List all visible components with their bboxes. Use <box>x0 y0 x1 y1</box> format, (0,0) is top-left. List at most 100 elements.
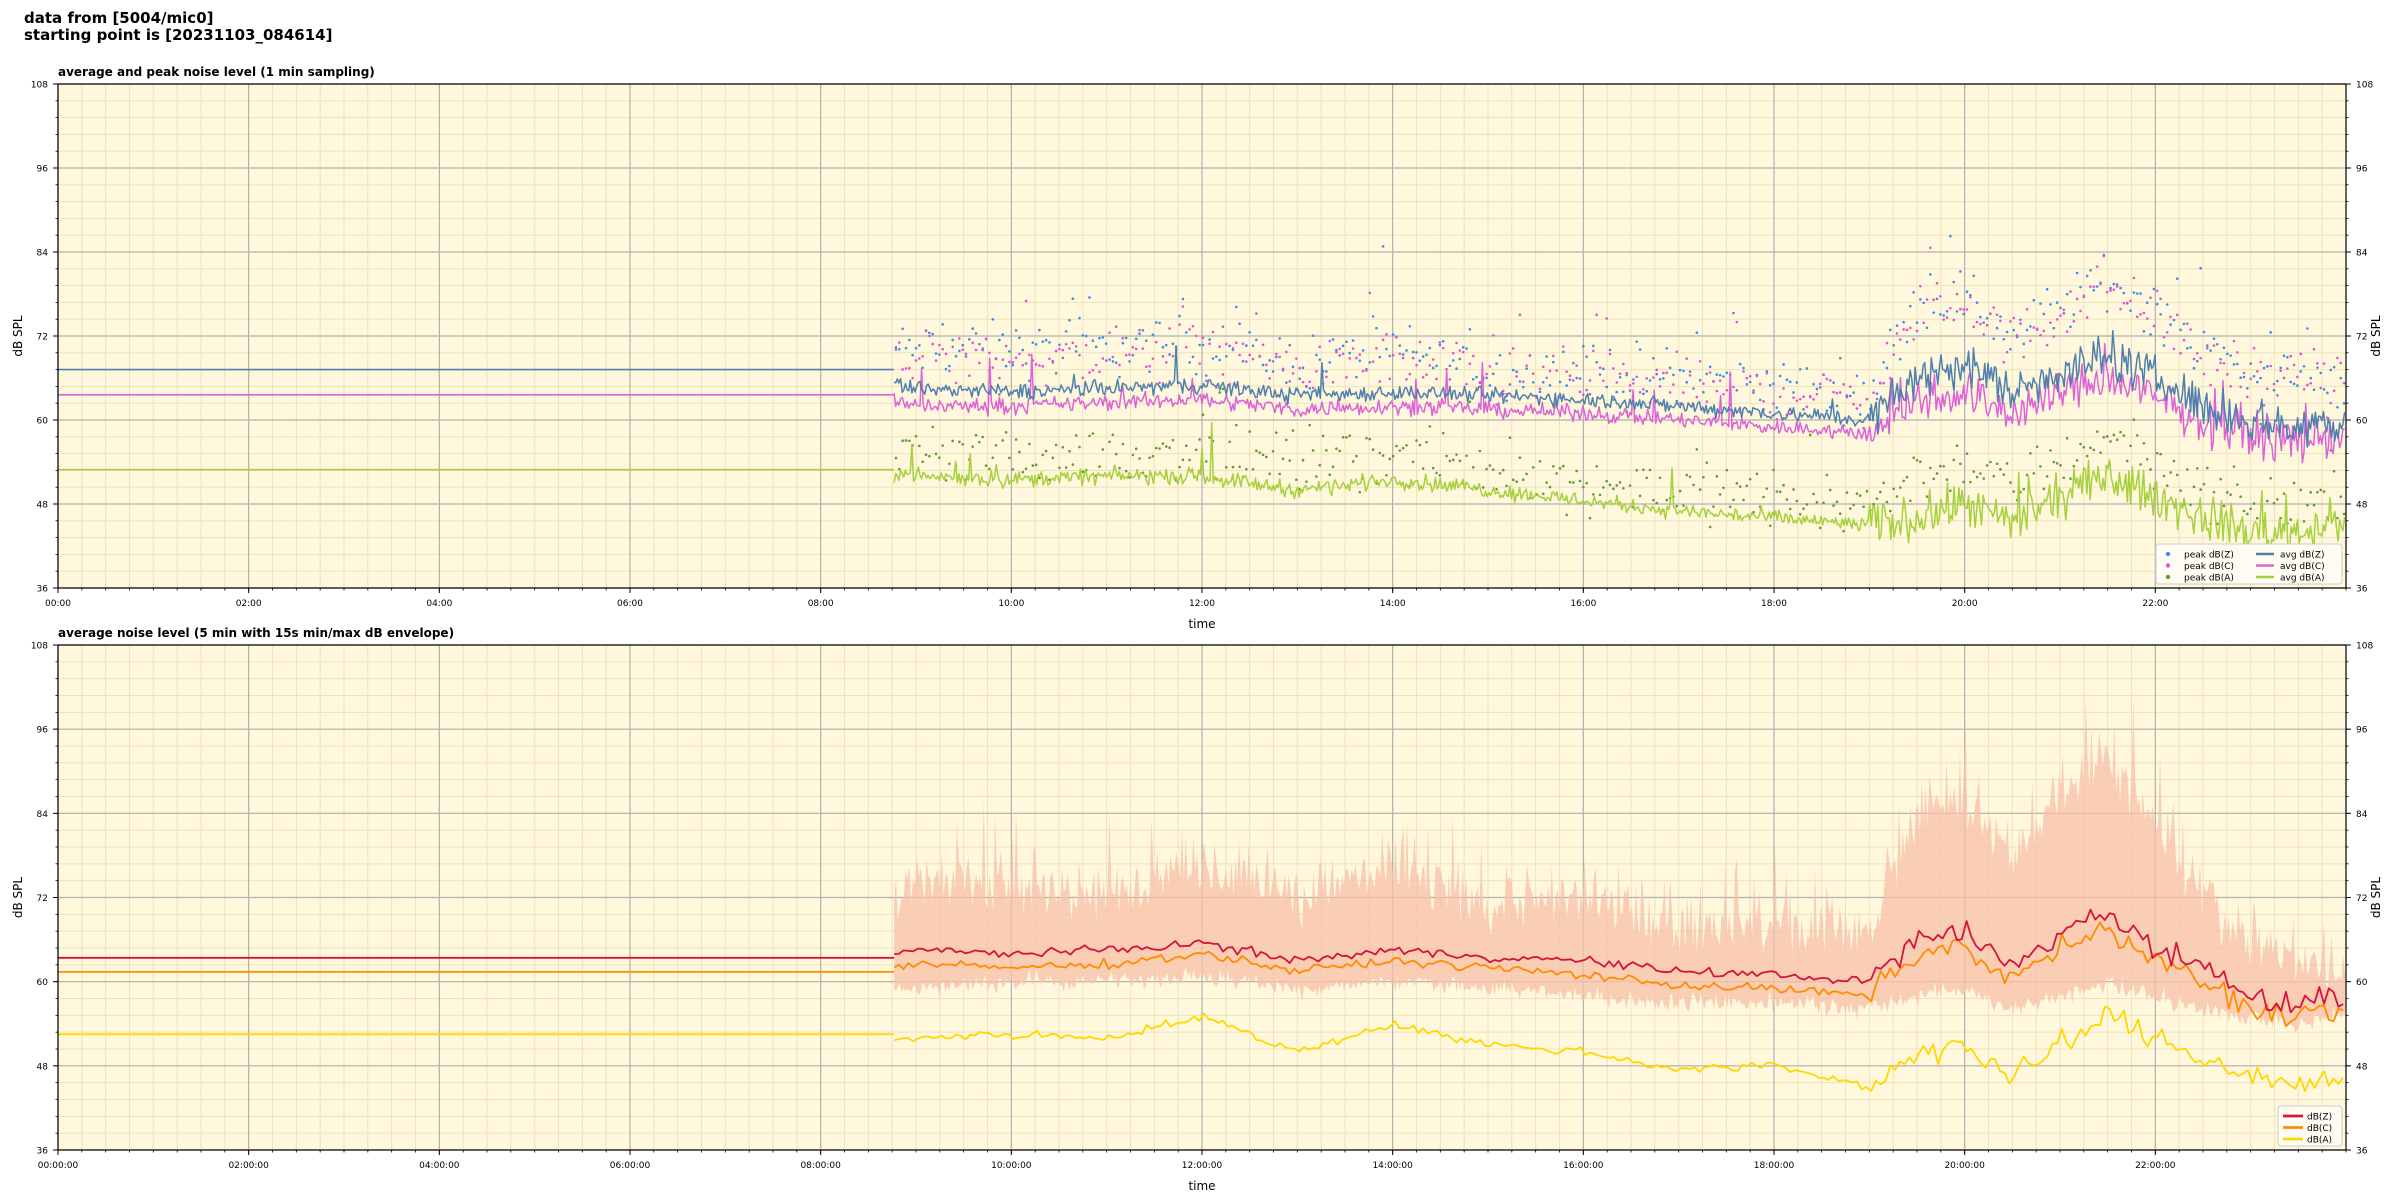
peak-point <box>1568 378 1572 381</box>
peak-point <box>2256 516 2259 520</box>
peak-point <box>1698 360 1702 363</box>
peak-point <box>1114 325 1118 328</box>
peak-point <box>1838 356 1842 360</box>
peak-point <box>1028 442 1031 446</box>
peak-point <box>1158 447 1161 450</box>
peak-point <box>1632 382 1635 385</box>
peak-point <box>1001 333 1005 336</box>
peak-point <box>2232 339 2236 343</box>
peak-point <box>1578 390 1582 394</box>
peak-point <box>1688 374 1692 377</box>
peak-point <box>1605 317 1608 320</box>
peak-point <box>1381 338 1385 342</box>
peak-point <box>1742 498 1745 502</box>
peak-point <box>2226 491 2229 494</box>
peak-point <box>2092 288 2096 292</box>
peak-point <box>1361 369 1365 373</box>
peak-point <box>2249 507 2252 511</box>
peak-point <box>1722 375 1725 378</box>
peak-point <box>1245 344 1248 347</box>
peak-point <box>1365 369 1368 372</box>
peak-point <box>1311 334 1315 338</box>
peak-point <box>1191 355 1195 359</box>
peak-point <box>1565 370 1568 373</box>
peak-point <box>1235 305 1238 309</box>
peak-point <box>1398 344 1402 347</box>
peak-point <box>1815 392 1819 396</box>
peak-point <box>1618 481 1622 484</box>
peak-point <box>1992 474 1996 478</box>
peak-point <box>2205 346 2209 350</box>
peak-point <box>1872 391 1875 394</box>
y-tick-label: 60 <box>37 978 49 988</box>
peak-point <box>944 367 948 371</box>
y-tick-label: 48 <box>37 501 49 511</box>
peak-point <box>1508 436 1512 440</box>
peak-point <box>2309 491 2313 494</box>
peak-point <box>1945 478 1949 481</box>
peak-point <box>1545 376 1548 380</box>
chart-title: average noise level (5 min with 15s min/… <box>58 626 454 640</box>
peak-point <box>1395 335 1398 339</box>
peak-point <box>1702 382 1705 385</box>
peak-point <box>2249 362 2252 365</box>
peak-point <box>1451 458 1455 462</box>
peak-point <box>1425 373 1428 376</box>
peak-point <box>1211 357 1215 360</box>
peak-point <box>988 351 991 355</box>
y-axis-label-right: dB SPL <box>2369 315 2383 357</box>
peak-point <box>1922 481 1925 485</box>
peak-point <box>1144 339 1148 342</box>
series-db-a- <box>58 1005 2344 1092</box>
peak-point <box>2322 362 2326 365</box>
peak-point <box>1405 349 1408 352</box>
peak-point <box>2069 290 2072 293</box>
peak-point <box>1745 484 1749 488</box>
peak-point <box>1952 280 1956 284</box>
peak-point <box>958 337 961 340</box>
x-tick-label: 22:00:00 <box>2135 1161 2176 1171</box>
peak-point <box>1798 397 1802 401</box>
peak-point <box>1378 355 1382 359</box>
peak-point <box>2019 322 2022 325</box>
peak-point <box>1111 433 1115 437</box>
peak-point <box>1592 493 1595 496</box>
peak-point <box>1528 354 1532 358</box>
peak-point <box>1004 344 1008 348</box>
peak-point <box>1808 433 1812 437</box>
peak-point <box>1605 385 1608 389</box>
peak-point <box>1925 326 1929 330</box>
peak-point <box>1138 457 1141 460</box>
peak-point <box>958 349 961 353</box>
peak-point <box>1662 377 1665 380</box>
peak-point <box>1001 439 1005 442</box>
peak-point <box>1134 337 1138 341</box>
peak-point <box>1818 386 1822 389</box>
peak-point <box>1178 323 1181 326</box>
peak-point <box>1235 423 1238 427</box>
peak-point <box>1825 473 1829 477</box>
peak-point <box>1885 341 1889 345</box>
peak-point <box>1491 372 1495 376</box>
peak-point <box>1802 408 1805 411</box>
peak-point <box>1008 456 1011 460</box>
peak-point <box>1612 487 1615 491</box>
peak-point <box>1615 381 1618 384</box>
peak-point <box>1138 332 1141 336</box>
peak-point <box>2169 315 2172 319</box>
peak-point <box>1575 469 1578 473</box>
peak-point <box>1582 393 1585 397</box>
peak-point <box>2055 318 2059 321</box>
peak-point <box>1495 487 1498 491</box>
peak-point <box>2322 490 2326 493</box>
peak-point <box>2022 355 2026 359</box>
peak-point <box>1051 456 1055 460</box>
peak-point <box>1678 489 1682 493</box>
peak-point <box>1531 381 1535 384</box>
peak-point <box>1081 470 1085 474</box>
peak-point <box>1595 465 1598 468</box>
peak-point <box>1018 336 1021 340</box>
peak-point <box>1872 379 1875 382</box>
y-tick-label: 108 <box>31 81 48 91</box>
peak-point <box>1154 340 1158 344</box>
